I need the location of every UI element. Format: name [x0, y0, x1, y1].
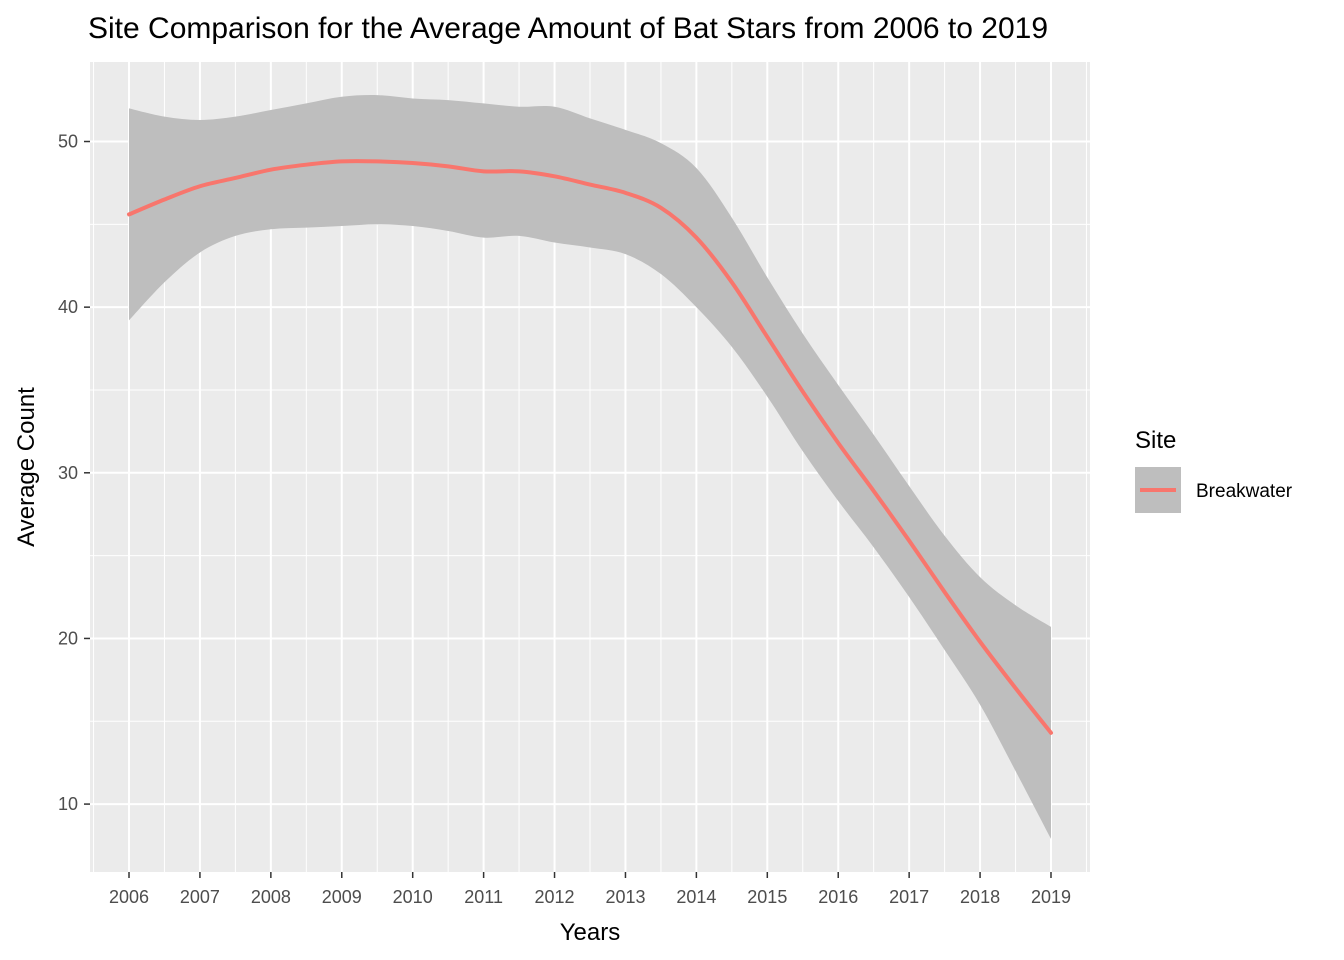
chart-title: Site Comparison for the Average Amount o…: [88, 12, 1048, 45]
legend-title: Site: [1135, 427, 1176, 454]
x-tick-label: 2012: [535, 887, 575, 907]
x-tick-label: 2013: [605, 887, 645, 907]
y-tick-label: 20: [58, 628, 78, 648]
x-tick-label: 2017: [889, 887, 929, 907]
x-tick-label: 2006: [109, 887, 149, 907]
legend: Site Breakwater: [1135, 427, 1293, 513]
x-axis-title: Years: [560, 919, 621, 946]
x-tick-label: 2009: [322, 887, 362, 907]
y-tick-label: 30: [58, 463, 78, 483]
y-axis: 10 20 30 40 50: [58, 132, 90, 815]
x-tick-label: 2010: [393, 887, 433, 907]
legend-label-breakwater: Breakwater: [1196, 481, 1293, 502]
y-tick-label: 50: [58, 132, 78, 152]
x-tick-label: 2008: [251, 887, 291, 907]
x-tick-label: 2019: [1031, 887, 1071, 907]
y-tick-label: 10: [58, 794, 78, 814]
y-tick-label: 40: [58, 297, 78, 317]
y-axis-title: Average Count: [13, 387, 40, 547]
x-tick-label: 2014: [676, 887, 716, 907]
x-tick-label: 2015: [747, 887, 787, 907]
x-tick-label: 2007: [180, 887, 220, 907]
x-tick-label: 2018: [960, 887, 1000, 907]
x-tick-label: 2011: [464, 887, 503, 907]
x-axis: 2006 2007 2008 2009 2010 2011 2012 2013 2014 2015…: [109, 872, 1071, 907]
x-tick-label: 2016: [818, 887, 858, 907]
